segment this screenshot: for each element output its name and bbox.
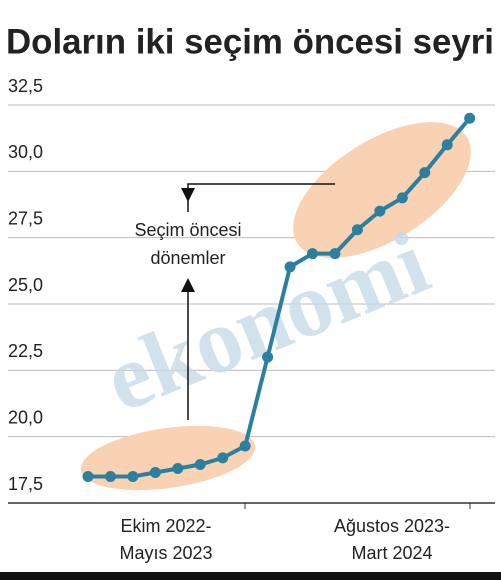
arrow-head	[181, 188, 195, 202]
data-point	[464, 112, 476, 124]
y-tick-label: 30,0	[8, 142, 43, 162]
data-point	[217, 452, 229, 464]
y-tick-label: 25,0	[8, 275, 43, 295]
x-tick-label: Mayıs 2023	[119, 543, 212, 563]
data-point	[127, 470, 139, 482]
data-point	[149, 466, 161, 478]
y-tick-label: 20,0	[8, 407, 43, 427]
x-tick-label: Mart 2024	[351, 543, 432, 563]
chart-title: Doların iki seçim öncesi seyri	[6, 22, 494, 61]
y-tick-label: 32,5	[8, 76, 43, 96]
data-point	[104, 470, 116, 482]
highlight	[293, 122, 471, 258]
x-tick-label: Ekim 2022-	[120, 516, 211, 536]
data-point	[419, 167, 431, 179]
arrow-head	[181, 278, 195, 292]
data-point	[82, 470, 94, 482]
watermark: ekonomi	[91, 210, 442, 431]
data-point	[194, 459, 206, 471]
y-tick-label: 22,5	[8, 341, 43, 361]
y-tick-label: 17,5	[8, 474, 43, 494]
x-tick-label: Ağustos 2023-	[334, 516, 450, 536]
arrow	[187, 183, 335, 212]
annotation-text: dönemler	[150, 248, 225, 268]
data-point	[441, 139, 453, 151]
data-point	[284, 261, 296, 273]
data-point	[172, 463, 184, 475]
data-point	[329, 248, 341, 260]
data-point	[396, 192, 408, 204]
annotation-text: Seçim öncesi	[134, 220, 241, 240]
data-point	[307, 248, 318, 260]
data-point	[374, 205, 386, 217]
data-point	[239, 440, 251, 452]
annotation: Seçim öncesi dönemler	[134, 183, 335, 420]
y-tick-label: 27,5	[8, 208, 43, 228]
data-point	[262, 351, 274, 363]
highlight	[80, 425, 256, 491]
bottom-bar	[0, 572, 501, 580]
data-point	[351, 224, 363, 236]
